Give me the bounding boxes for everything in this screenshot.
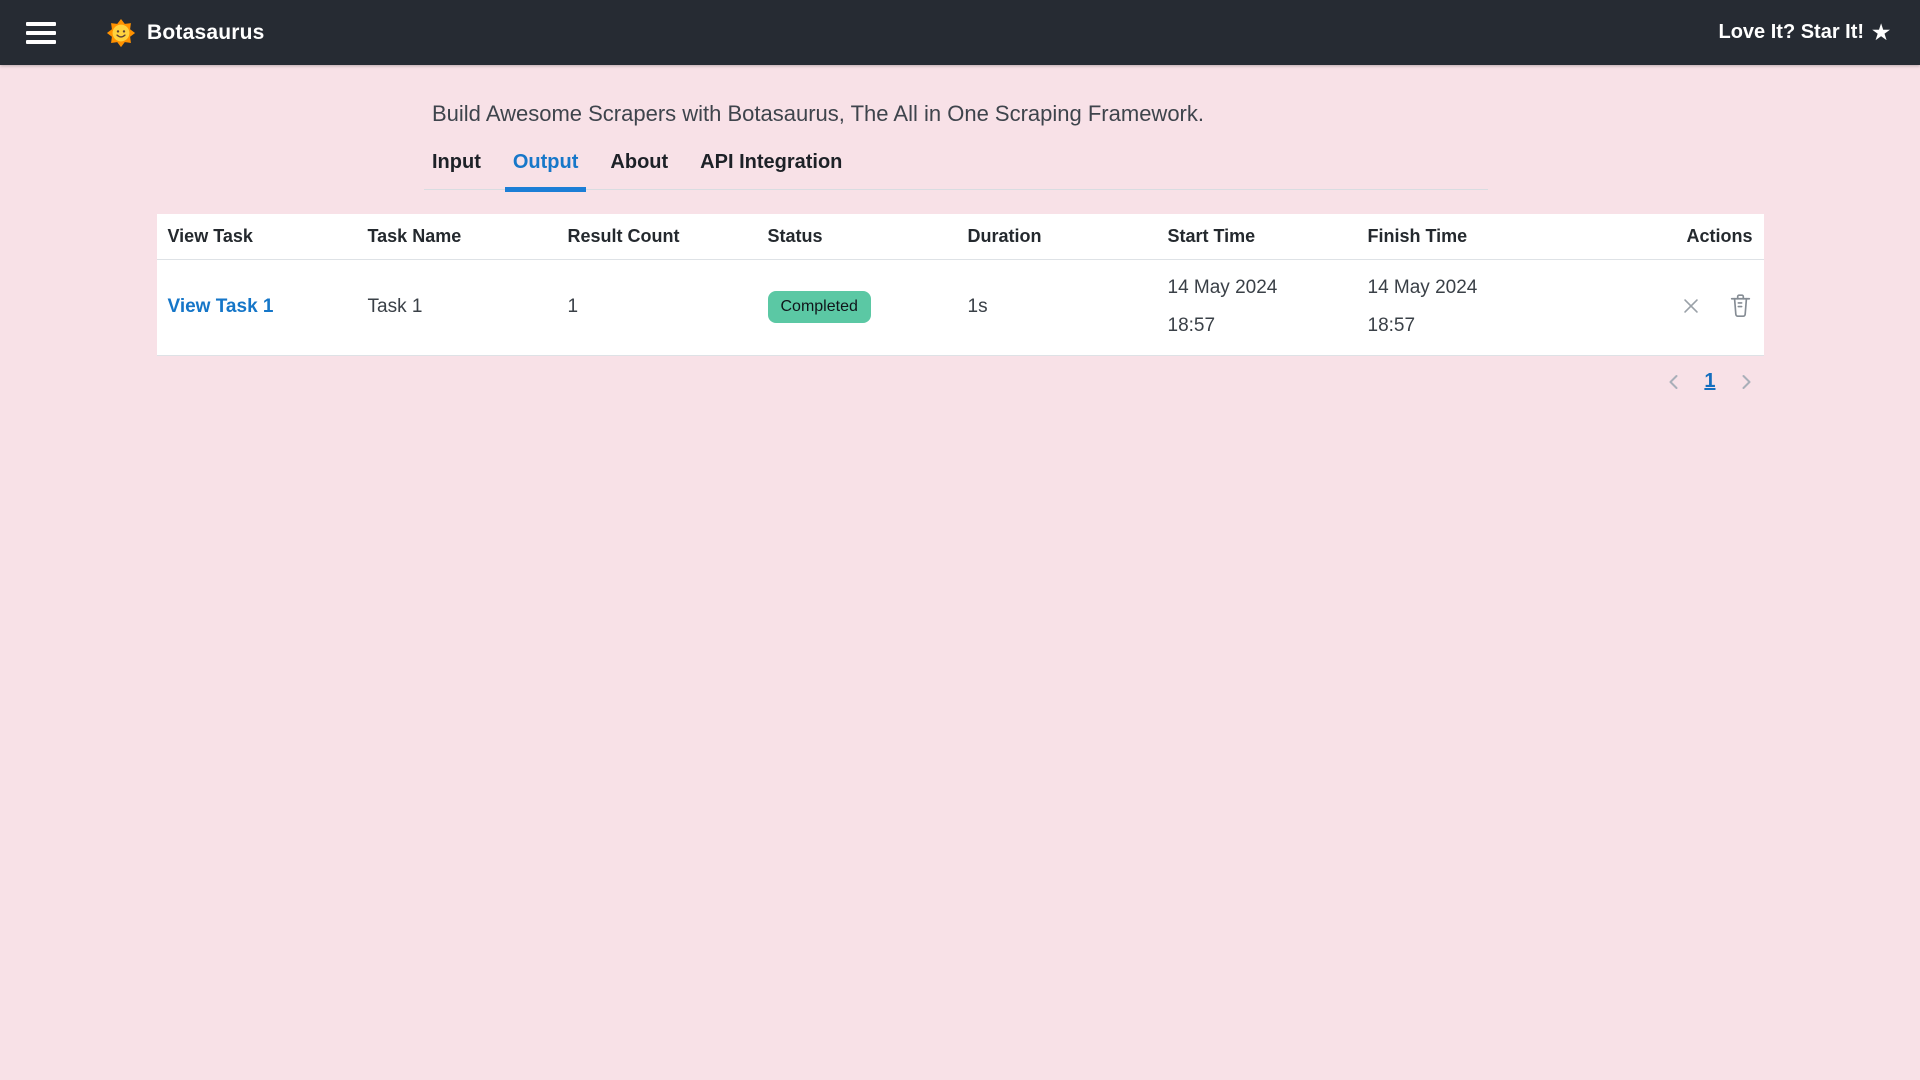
chevron-left-icon — [1669, 374, 1678, 389]
table-row: View Task 1 Task 1 1 Completed 1s 14 May… — [156, 259, 1764, 356]
hamburger-icon — [26, 21, 56, 26]
page-1-link[interactable]: 1 — [1704, 370, 1716, 392]
brand[interactable]: Botasaurus — [106, 18, 265, 48]
previous-page-button[interactable] — [1662, 370, 1686, 394]
star-link-label: Love It? Star It! — [1718, 21, 1865, 43]
cell-view-task: View Task 1 — [156, 259, 357, 356]
tasks-table-wrapper: View Task Task Name Result Count Status … — [156, 214, 1764, 356]
cancel-task-button[interactable] — [1678, 293, 1704, 322]
cell-status: Completed — [756, 259, 957, 356]
tasks-table: View Task Task Name Result Count Status … — [156, 214, 1764, 356]
column-header-view-task: View Task — [156, 214, 357, 260]
column-header-actions: Actions — [1556, 214, 1764, 260]
start-date: 14 May 2024 — [1167, 277, 1278, 298]
column-header-status: Status — [756, 214, 957, 260]
tab-about[interactable]: About — [602, 149, 676, 189]
cell-duration: 1s — [956, 259, 1157, 356]
tab-bar: Input Output About API Integration — [424, 149, 1488, 192]
app-title: Botasaurus — [147, 20, 265, 44]
status-badge: Completed — [767, 291, 871, 323]
chevron-right-icon — [1742, 374, 1750, 389]
main-content: Build Awesome Scrapers with Botasaurus, … — [0, 101, 1920, 394]
star-repo-link[interactable]: Love It? Star It! ★ — [1718, 20, 1890, 45]
finish-date: 14 May 2024 — [1367, 277, 1478, 298]
cell-actions — [1556, 259, 1764, 356]
start-time: 18:57 — [1167, 315, 1216, 336]
trash-icon — [1730, 294, 1750, 318]
star-icon: ★ — [1872, 22, 1890, 44]
column-header-duration: Duration — [956, 214, 1157, 260]
navbar: Botasaurus Love It? Star It! ★ — [0, 0, 1920, 65]
column-header-start-time: Start Time — [1156, 214, 1357, 260]
view-task-link[interactable]: View Task 1 — [167, 296, 274, 317]
column-header-result-count: Result Count — [556, 214, 757, 260]
menu-button[interactable] — [24, 16, 58, 50]
cell-start-time: 14 May 2024 18:57 — [1156, 259, 1357, 356]
table-header-row: View Task Task Name Result Count Status … — [156, 214, 1764, 260]
cell-task-name: Task 1 — [356, 259, 557, 356]
tab-api-integration[interactable]: API Integration — [692, 149, 850, 189]
column-header-finish-time: Finish Time — [1356, 214, 1557, 260]
cell-result-count: 1 — [556, 259, 757, 356]
close-icon — [1684, 298, 1698, 313]
next-page-button[interactable] — [1734, 370, 1758, 394]
pagination: 1 — [157, 370, 1764, 394]
finish-time: 18:57 — [1367, 315, 1416, 336]
delete-task-button[interactable] — [1728, 292, 1753, 322]
column-header-task-name: Task Name — [356, 214, 557, 260]
sun-logo-icon — [106, 18, 136, 47]
page-title: Build Awesome Scrapers with Botasaurus, … — [432, 101, 1204, 126]
tab-input[interactable]: Input — [424, 149, 489, 189]
tab-output[interactable]: Output — [504, 149, 587, 192]
cell-finish-time: 14 May 2024 18:57 — [1356, 259, 1557, 356]
